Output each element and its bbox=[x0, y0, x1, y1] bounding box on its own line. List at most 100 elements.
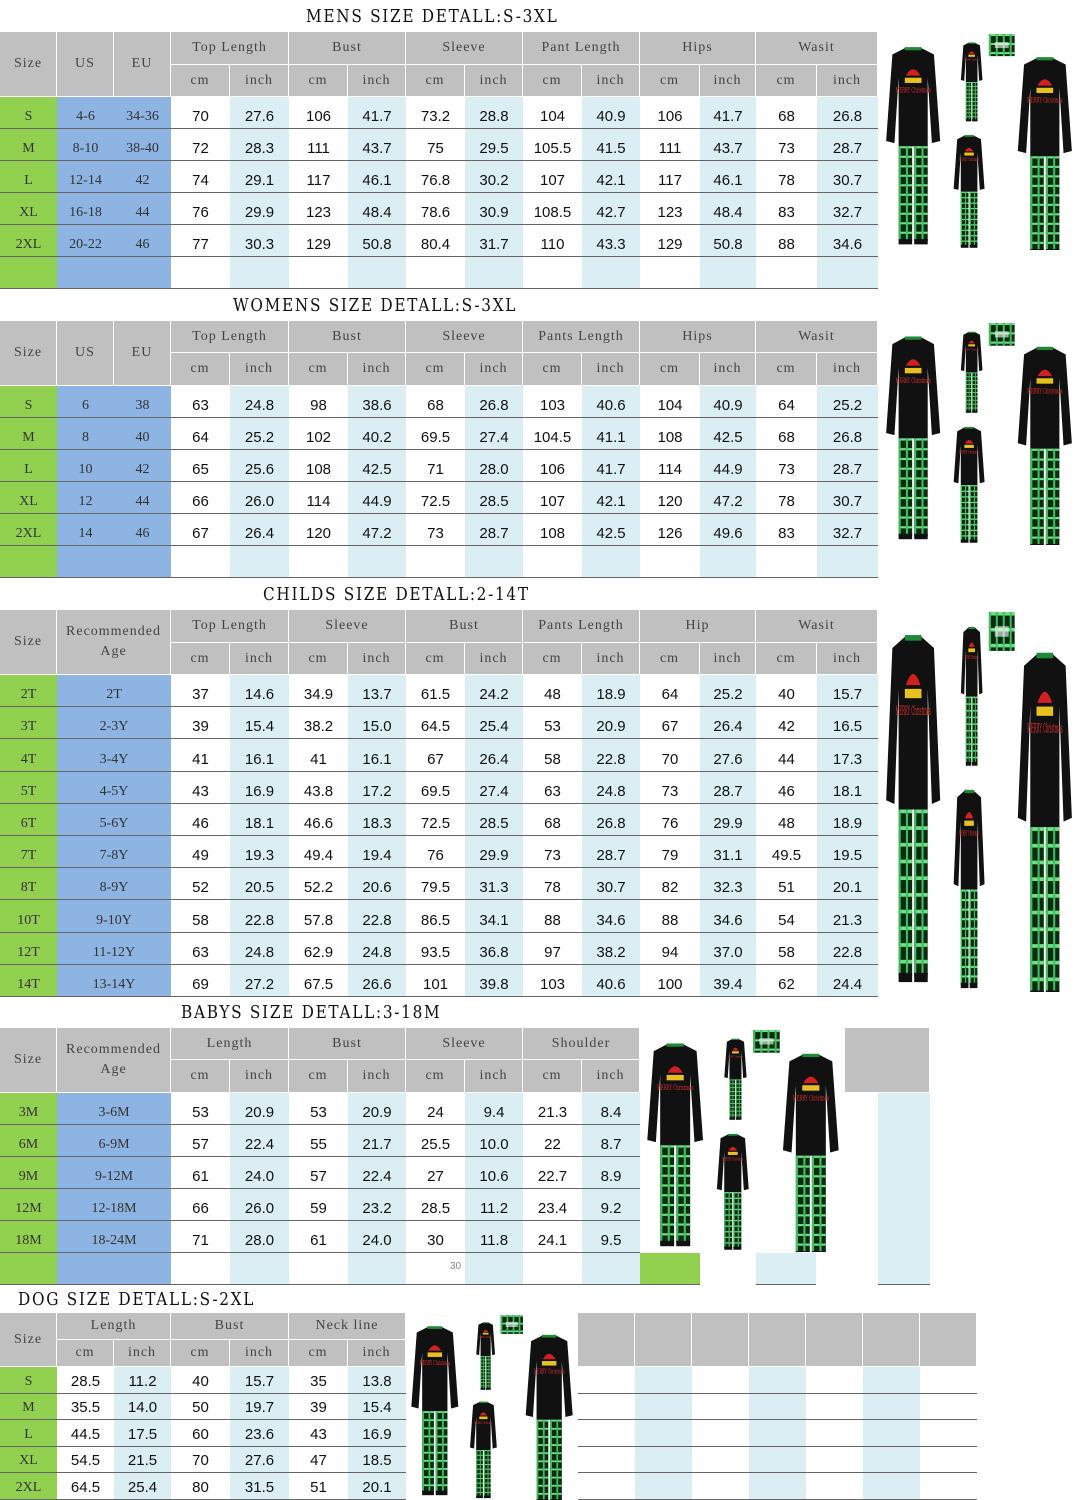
data-cell: 68 bbox=[756, 418, 817, 450]
header-unit-cm: cm bbox=[171, 643, 230, 675]
header-group-sleeve: Sleeve bbox=[406, 1028, 523, 1060]
data-cell bbox=[756, 257, 817, 289]
header-unit-cm: cm bbox=[756, 65, 817, 97]
data-cell: 46 bbox=[171, 803, 230, 836]
data-cell: 50 bbox=[171, 1393, 230, 1421]
data-cell: 40.6 bbox=[582, 386, 640, 418]
size-cell: M bbox=[0, 129, 57, 161]
data-cell: 126 bbox=[640, 514, 700, 546]
data-cell: 32.7 bbox=[817, 193, 878, 225]
header-unit-cm: cm bbox=[289, 1340, 348, 1367]
header-group-hip: Hip bbox=[640, 610, 756, 643]
data-cell: 117 bbox=[289, 161, 348, 193]
header-unit-inch: inch bbox=[817, 643, 878, 675]
data-cell: 8.7 bbox=[582, 1125, 640, 1157]
eu-size-cell: 42 bbox=[114, 161, 171, 193]
header-group-bust: Bust bbox=[289, 321, 406, 353]
empty-cell bbox=[920, 1473, 977, 1500]
us-size-cell: 8-10 bbox=[57, 129, 114, 161]
data-cell: 103 bbox=[523, 386, 582, 418]
data-cell: 80 bbox=[171, 1473, 230, 1500]
data-cell: 17.3 bbox=[817, 739, 878, 772]
size-cell: 5T bbox=[0, 771, 57, 804]
empty-cell bbox=[692, 1393, 749, 1421]
table-title-childs: CHILDS SIZE DETALL:2-14T bbox=[263, 584, 530, 605]
data-cell: 30 bbox=[406, 1221, 465, 1253]
data-cell: 108 bbox=[640, 418, 700, 450]
header-unit-inch: inch bbox=[114, 1340, 171, 1367]
header-unit-inch: inch bbox=[465, 1060, 523, 1093]
data-cell: 22.7 bbox=[523, 1157, 582, 1189]
size-cell: 2XL bbox=[0, 514, 57, 546]
data-cell: 15.0 bbox=[348, 707, 406, 740]
data-cell: 86.5 bbox=[406, 900, 465, 933]
header-unit-inch: inch bbox=[230, 1060, 289, 1093]
data-cell bbox=[348, 546, 406, 578]
size-cell: 12T bbox=[0, 932, 57, 965]
header-unit-cm: cm bbox=[523, 65, 582, 97]
data-cell: 106 bbox=[523, 450, 582, 482]
family-pajama-image: MERRY Christmas MERRY Christmas MERRY Ch… bbox=[880, 323, 1078, 550]
data-cell: 26.8 bbox=[817, 97, 878, 129]
empty-cell bbox=[863, 1473, 920, 1500]
header-eu: EU bbox=[114, 321, 171, 386]
header-group-length: Length bbox=[171, 1028, 289, 1060]
eu-size-cell: 46 bbox=[114, 514, 171, 546]
data-cell: 26.0 bbox=[230, 1189, 289, 1221]
us-size-cell bbox=[57, 546, 114, 578]
data-cell: 52 bbox=[171, 868, 230, 901]
header-size: Size bbox=[0, 321, 57, 386]
age-cell: 3-6M bbox=[57, 1093, 171, 1125]
data-cell: 28.7 bbox=[465, 514, 523, 546]
header-size: Size bbox=[0, 1313, 57, 1367]
header-unit-inch: inch bbox=[230, 643, 289, 675]
data-cell: 25.6 bbox=[230, 450, 289, 482]
empty-cell bbox=[806, 1393, 863, 1421]
data-cell: 48 bbox=[523, 675, 582, 708]
header-group-neck-line: Neck line bbox=[289, 1313, 406, 1340]
data-cell bbox=[171, 257, 230, 289]
data-cell bbox=[523, 1253, 582, 1285]
size-cell: 12M bbox=[0, 1189, 57, 1221]
data-cell: 13.8 bbox=[348, 1367, 406, 1394]
data-cell: 34.9 bbox=[289, 675, 348, 708]
data-cell: 108.5 bbox=[523, 193, 582, 225]
data-cell: 48.4 bbox=[348, 193, 406, 225]
data-cell: 111 bbox=[289, 129, 348, 161]
empty-cell bbox=[863, 1393, 920, 1421]
table-title-dog: DOG SIZE DETALL:S-2XL bbox=[18, 1289, 256, 1310]
data-cell: 40.9 bbox=[582, 97, 640, 129]
data-cell: 27.4 bbox=[465, 771, 523, 804]
shirt-print-text: MERRY Christmas bbox=[1027, 386, 1062, 395]
empty-cell bbox=[806, 1446, 863, 1474]
data-cell: 60 bbox=[171, 1420, 230, 1447]
data-cell: 20.5 bbox=[230, 868, 289, 901]
data-cell: 46 bbox=[756, 771, 817, 804]
data-cell: 62 bbox=[756, 964, 817, 997]
data-cell: 78.6 bbox=[406, 193, 465, 225]
data-cell: 46.6 bbox=[289, 803, 348, 836]
data-cell: 18.3 bbox=[348, 803, 406, 836]
empty-header-cell bbox=[806, 1313, 863, 1367]
data-cell: 20.9 bbox=[348, 1093, 406, 1125]
data-cell bbox=[348, 1253, 406, 1285]
empty-cell bbox=[806, 1473, 863, 1500]
shirt-print-text: MERRY Christmas bbox=[1027, 721, 1062, 736]
data-cell: 39.4 bbox=[700, 964, 756, 997]
header-unit-inch: inch bbox=[230, 1340, 289, 1367]
header-unit-inch: inch bbox=[817, 65, 878, 97]
data-cell: 26.4 bbox=[230, 514, 289, 546]
size-cell: 8T bbox=[0, 868, 57, 901]
data-cell: 13.7 bbox=[348, 675, 406, 708]
data-cell: 25.4 bbox=[465, 707, 523, 740]
age-cell: 7-8Y bbox=[57, 836, 171, 869]
data-cell: 20.1 bbox=[817, 868, 878, 901]
header-group-bust: Bust bbox=[289, 32, 406, 65]
header-unit-inch: inch bbox=[817, 353, 878, 386]
data-cell: 27.6 bbox=[700, 739, 756, 772]
shirt-print-text: MERRY Christmas bbox=[728, 1054, 743, 1058]
data-cell: 79.5 bbox=[406, 868, 465, 901]
data-cell: 53 bbox=[289, 1093, 348, 1125]
data-cell: 18.5 bbox=[348, 1446, 406, 1474]
header-group-bust: Bust bbox=[171, 1313, 289, 1340]
